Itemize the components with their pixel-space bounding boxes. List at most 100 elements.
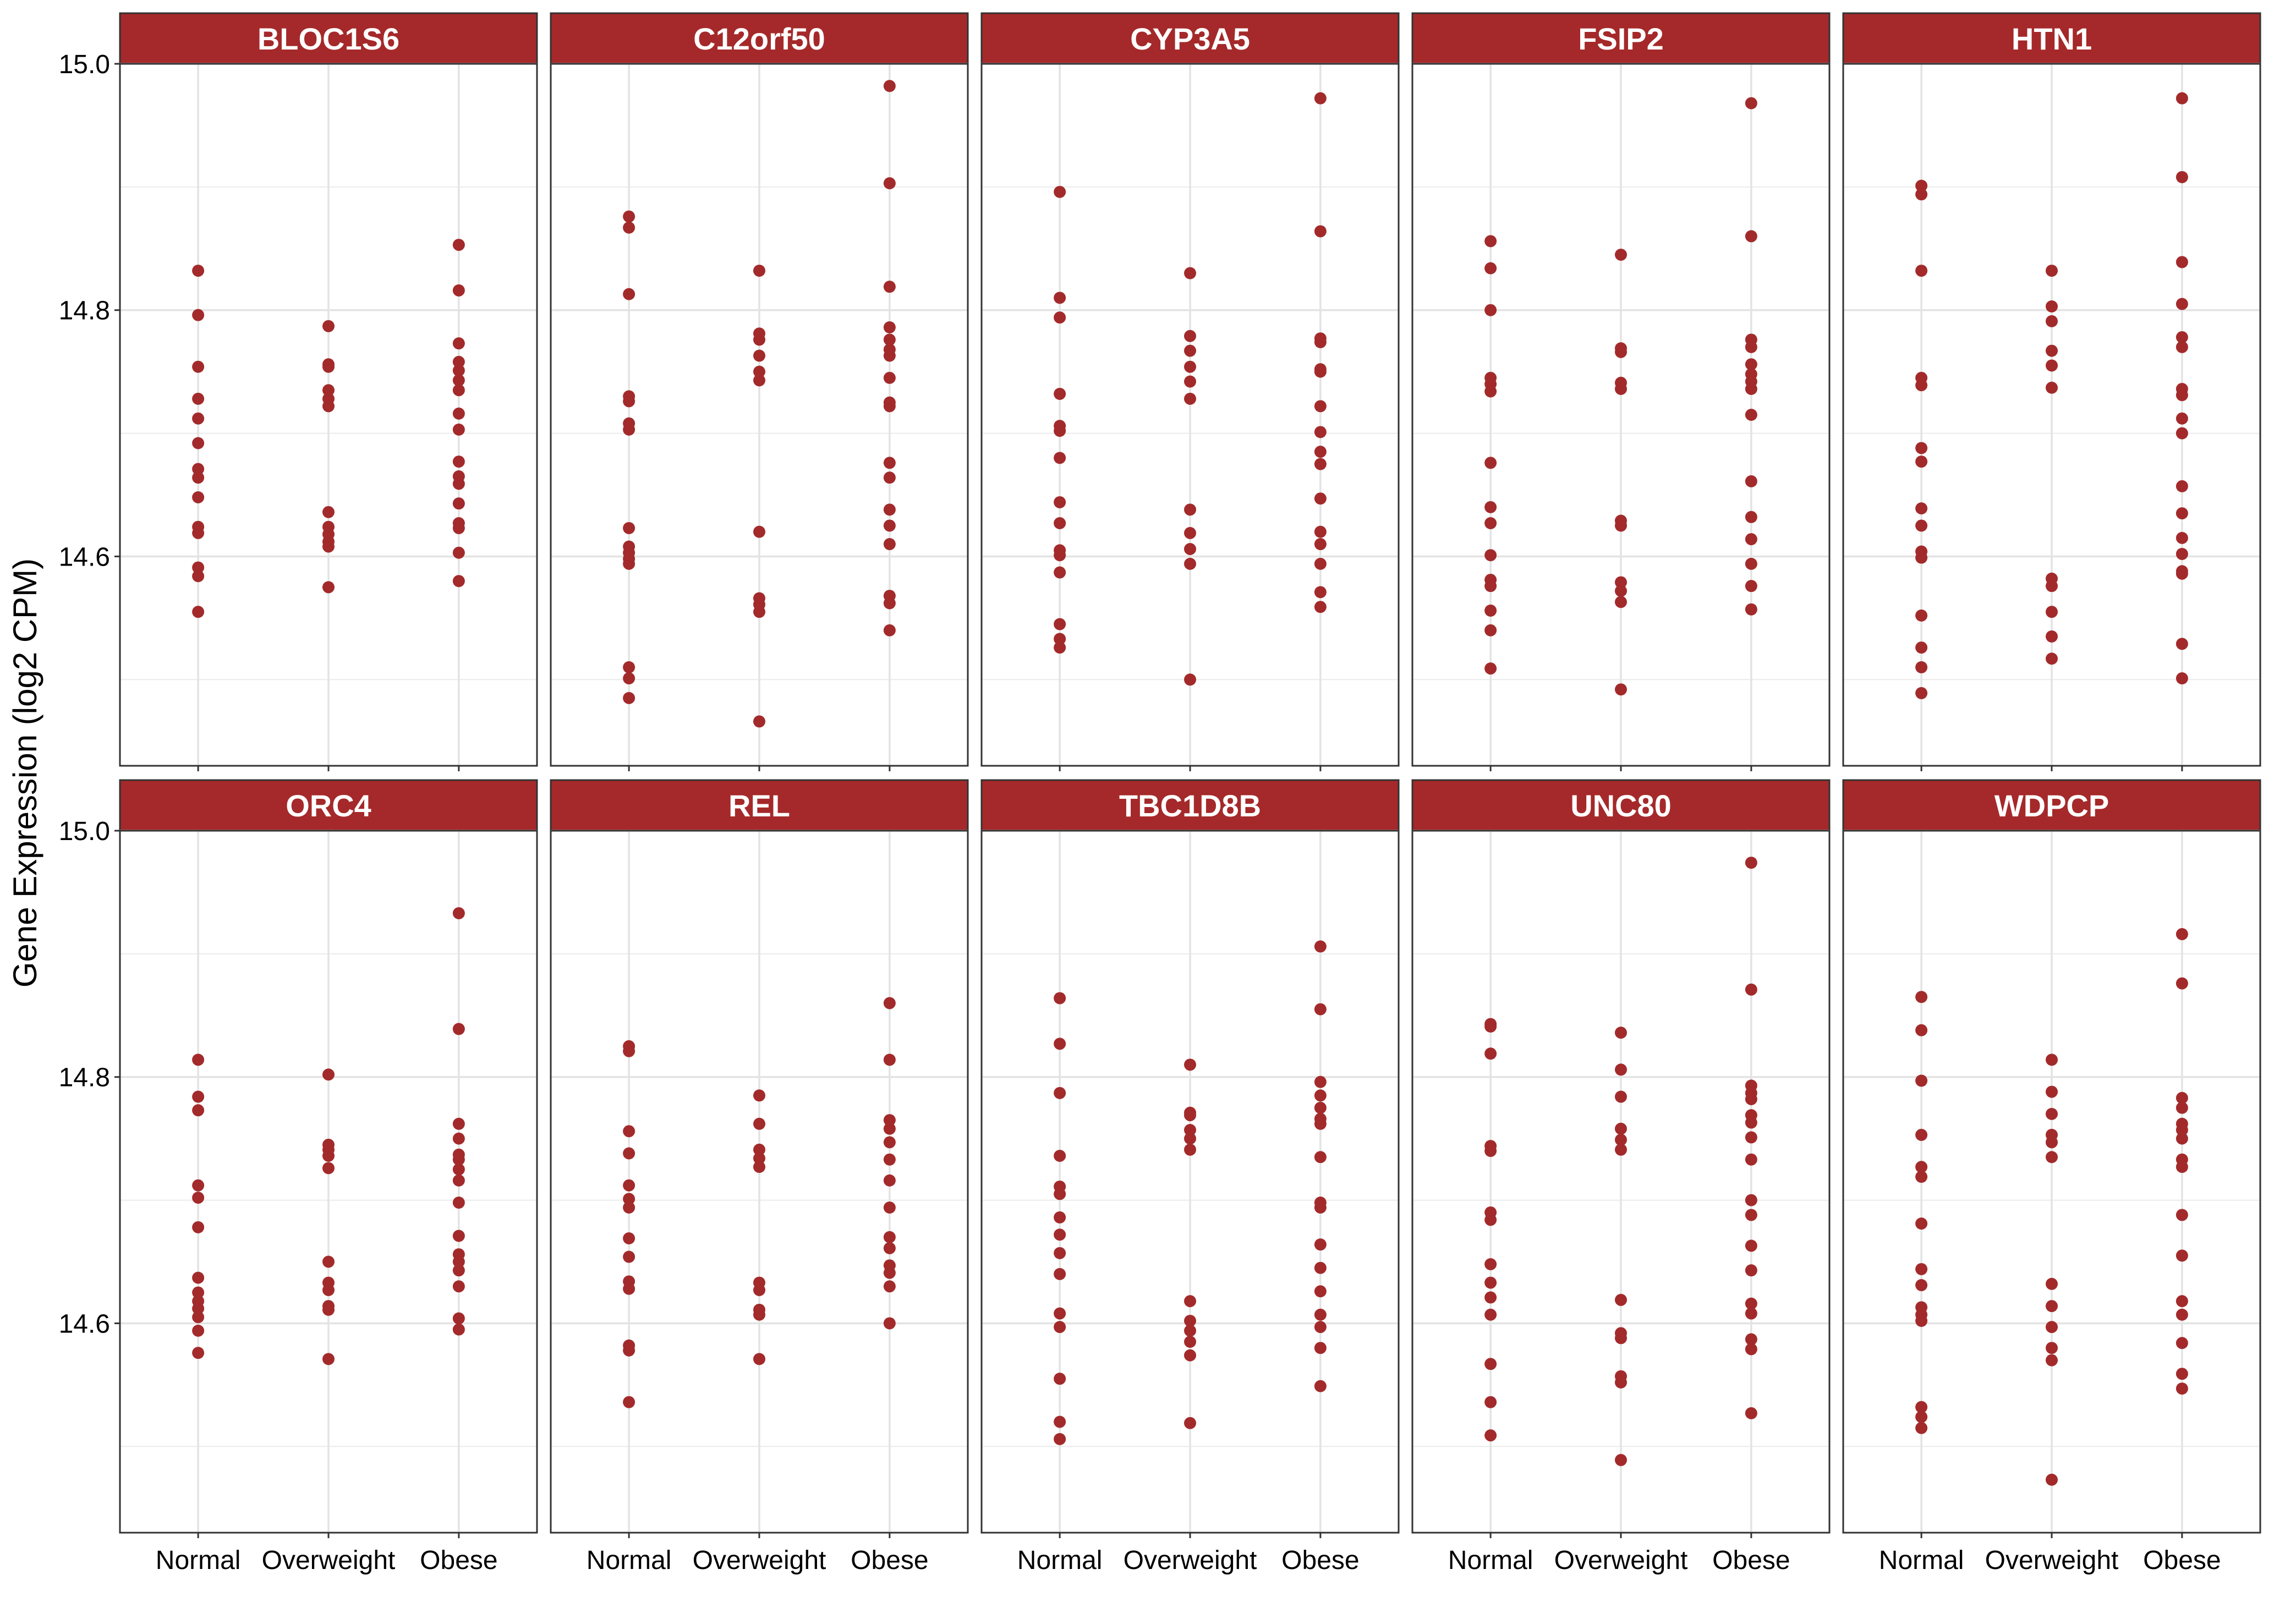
data-point-overweight xyxy=(2046,1473,2058,1486)
data-point-normal xyxy=(1484,604,1497,617)
data-point-obese xyxy=(452,1255,465,1268)
data-point-normal xyxy=(192,471,205,484)
data-point-normal xyxy=(1484,262,1497,275)
data-point-normal xyxy=(192,1324,205,1337)
data-point-obese xyxy=(2176,331,2188,343)
data-point-obese xyxy=(1314,446,1327,458)
data-point-overweight xyxy=(753,265,765,277)
x-tick-label: Overweight xyxy=(1985,1546,2119,1575)
data-point-overweight xyxy=(1615,1090,1627,1103)
data-point-obese xyxy=(1314,586,1327,599)
data-point-overweight xyxy=(753,365,765,378)
data-point-normal xyxy=(1484,385,1497,398)
data-point-obese xyxy=(883,1054,896,1066)
data-point-obese xyxy=(1745,230,1757,243)
data-point-normal xyxy=(1915,1411,1928,1423)
data-point-obese xyxy=(1745,511,1757,523)
data-point-overweight xyxy=(1615,1376,1627,1389)
data-point-normal xyxy=(1484,1429,1497,1442)
data-point-normal xyxy=(192,491,205,503)
data-point-overweight xyxy=(2046,652,2058,665)
data-point-overweight xyxy=(322,320,335,332)
data-point-normal xyxy=(1054,496,1066,508)
data-point-normal xyxy=(192,1090,205,1103)
data-point-overweight xyxy=(2046,315,2058,327)
data-point-normal xyxy=(1054,641,1066,654)
data-point-obese xyxy=(883,349,896,362)
data-point-normal xyxy=(1915,1217,1928,1230)
data-point-obese xyxy=(883,1280,896,1293)
data-point-overweight xyxy=(1615,1332,1627,1345)
data-point-normal xyxy=(1484,1291,1497,1304)
data-point-normal xyxy=(623,1201,635,1214)
x-tick-label: Obese xyxy=(2143,1546,2221,1575)
data-point-obese xyxy=(1314,458,1327,470)
data-point-normal xyxy=(192,1192,205,1204)
data-point-obese xyxy=(452,1174,465,1187)
data-point-normal xyxy=(623,1396,635,1408)
data-point-overweight xyxy=(753,374,765,387)
data-point-normal xyxy=(192,1302,205,1315)
data-point-obese xyxy=(883,281,896,293)
data-point-obese xyxy=(2176,531,2188,544)
data-point-normal xyxy=(192,1286,205,1299)
data-point-normal xyxy=(623,210,635,223)
data-point-overweight xyxy=(1184,375,1196,388)
data-point-obese xyxy=(452,522,465,534)
data-point-obese xyxy=(1745,533,1757,546)
data-point-normal xyxy=(623,1045,635,1057)
data-point-normal xyxy=(1915,379,1928,392)
data-point-obese xyxy=(2176,1308,2188,1321)
data-point-overweight xyxy=(1615,1133,1627,1146)
data-point-overweight xyxy=(322,540,335,553)
facet-strip-label: BLOC1S6 xyxy=(257,21,399,56)
data-point-normal xyxy=(1915,1171,1928,1183)
data-point-normal xyxy=(1484,1276,1497,1289)
data-point-overweight xyxy=(1615,1453,1627,1466)
data-point-obese xyxy=(2176,507,2188,520)
data-point-overweight xyxy=(1615,683,1627,696)
facet-strip-label: ORC4 xyxy=(286,788,371,823)
x-tick-label: Normal xyxy=(1448,1546,1533,1575)
data-point-overweight xyxy=(1184,1058,1196,1071)
data-point-overweight xyxy=(322,400,335,413)
data-point-overweight xyxy=(2046,359,2058,372)
data-point-overweight xyxy=(1615,248,1627,261)
data-point-normal xyxy=(1484,235,1497,248)
data-point-overweight xyxy=(753,1161,765,1173)
data-point-obese xyxy=(452,423,465,436)
data-point-obese xyxy=(2176,427,2188,440)
data-point-obese xyxy=(452,1323,465,1336)
data-point-obese xyxy=(1745,557,1757,570)
data-point-normal xyxy=(192,606,205,618)
data-point-obese xyxy=(2176,389,2188,402)
data-point-normal xyxy=(1915,1161,1928,1173)
data-point-overweight xyxy=(1184,330,1196,342)
data-point-obese xyxy=(883,1122,896,1135)
facet-panel-tbc1d8b: TBC1D8B Normal Overweight Obese xyxy=(980,779,1400,1575)
data-point-normal xyxy=(1054,1188,1066,1200)
data-point-overweight xyxy=(2046,265,2058,277)
data-point-overweight xyxy=(2046,300,2058,313)
data-point-overweight xyxy=(2046,344,2058,357)
data-point-obese xyxy=(883,519,896,532)
data-point-normal xyxy=(192,570,205,583)
data-point-obese xyxy=(883,1201,896,1214)
data-point-obese xyxy=(883,538,896,551)
data-point-obese xyxy=(452,1197,465,1209)
data-point-normal xyxy=(623,1125,635,1138)
data-point-normal xyxy=(1915,1401,1928,1413)
data-point-overweight xyxy=(1184,673,1196,686)
data-point-obese xyxy=(452,456,465,468)
data-point-normal xyxy=(623,692,635,704)
data-point-obese xyxy=(1314,538,1327,551)
data-point-normal xyxy=(1054,1087,1066,1099)
data-point-overweight xyxy=(322,1162,335,1175)
data-point-overweight xyxy=(753,333,765,346)
data-point-overweight xyxy=(1615,1063,1627,1076)
data-point-normal xyxy=(1915,641,1928,654)
data-point-normal xyxy=(1915,687,1928,699)
data-point-obese xyxy=(1314,92,1327,105)
data-point-overweight xyxy=(1184,1324,1196,1337)
